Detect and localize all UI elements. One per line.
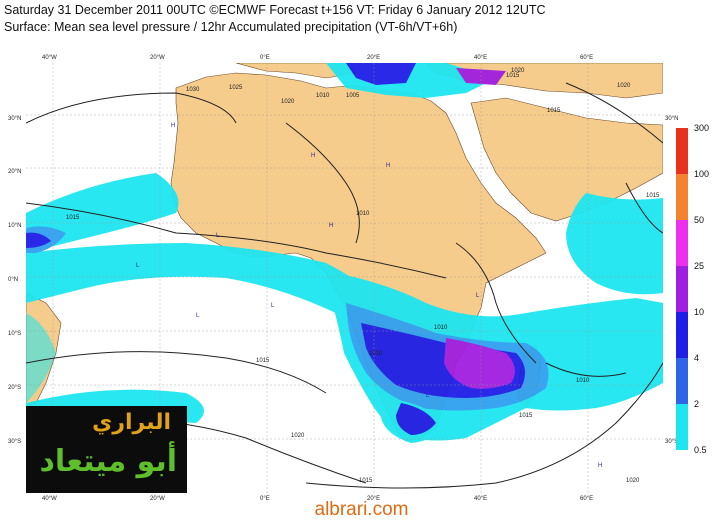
legend-swatch bbox=[676, 174, 688, 220]
isobar-label: 1010 bbox=[434, 325, 448, 331]
high-pressure-marker: H bbox=[598, 463, 603, 469]
low-pressure-marker: L bbox=[196, 313, 200, 319]
map-canvas bbox=[26, 63, 663, 493]
legend-label: 300 bbox=[694, 123, 710, 133]
high-pressure-marker: H bbox=[386, 163, 391, 169]
albrari-logo: البراري أبو ميتعاد bbox=[26, 406, 187, 493]
isobar-label: 1010 bbox=[316, 93, 330, 99]
high-pressure-marker: H bbox=[171, 123, 176, 129]
legend-label: 50 bbox=[694, 215, 705, 225]
isobar-label: 1030 bbox=[186, 87, 200, 93]
map-subtitle: Surface: Mean sea level pressure / 12hr … bbox=[4, 20, 458, 34]
lon-label: 60°E bbox=[580, 55, 594, 61]
low-pressure-marker: L bbox=[476, 293, 480, 299]
high-pressure-marker: H bbox=[311, 153, 316, 159]
lon-label: 20°W bbox=[150, 496, 165, 502]
isobar-label: 1015 bbox=[547, 108, 561, 114]
legend-swatch bbox=[676, 404, 688, 450]
lat-label: 30°S bbox=[665, 439, 679, 445]
legend-swatch bbox=[676, 266, 688, 312]
legend-label: 100 bbox=[694, 169, 710, 179]
precip-bands bbox=[26, 63, 663, 443]
isobar-label: 1020 bbox=[291, 433, 305, 439]
isobar-label: 1005 bbox=[346, 93, 360, 99]
isobar-label: 1015 bbox=[256, 358, 270, 364]
isobar-label: 1015 bbox=[506, 73, 520, 79]
isobar-label: 1010 bbox=[356, 211, 370, 217]
legend-swatch bbox=[676, 312, 688, 358]
isobar-label: 1015 bbox=[519, 413, 533, 419]
lat-label: 20°N bbox=[8, 169, 22, 175]
lat-label: 30°N bbox=[8, 116, 22, 122]
legend-label: 2 bbox=[694, 399, 700, 409]
isobar-label: 1020 bbox=[281, 99, 295, 105]
europe-land bbox=[235, 63, 357, 79]
lon-label: 20°E bbox=[367, 55, 381, 61]
high-pressure-marker: H bbox=[329, 223, 334, 229]
weather-map: 1030 1025 1020 1015 1010 1010 1015 1020 … bbox=[26, 63, 663, 493]
legend-label: 0.5 bbox=[694, 445, 707, 455]
lat-label: 10°S bbox=[8, 331, 22, 337]
isobar-label: 1020 bbox=[626, 478, 640, 484]
lat-label: 10°N bbox=[8, 223, 22, 229]
low-pressure-marker: L bbox=[426, 393, 430, 399]
logo-text-line1: البراري bbox=[92, 410, 171, 435]
lon-label: 40°W bbox=[42, 496, 57, 502]
isobar-label: 1015 bbox=[646, 193, 660, 199]
lon-label: 20°E bbox=[367, 496, 381, 502]
legend-label: 25 bbox=[694, 261, 705, 271]
low-pressure-marker: L bbox=[136, 263, 140, 269]
lon-label: 60°E bbox=[580, 496, 594, 502]
lon-label: 40°E bbox=[474, 55, 488, 61]
legend-swatch bbox=[676, 220, 688, 266]
lat-label: 0°N bbox=[8, 277, 19, 283]
map-title: Saturday 31 December 2011 00UTC ©ECMWF F… bbox=[4, 3, 546, 17]
isobar-label: 1015 bbox=[66, 215, 80, 221]
lat-label: 30°N bbox=[665, 116, 679, 122]
isobar-label: 1025 bbox=[229, 85, 243, 91]
low-pressure-marker: L bbox=[216, 233, 220, 239]
legend-swatch bbox=[676, 358, 688, 404]
lon-label: 40°E bbox=[474, 496, 488, 502]
isobar-label: 1010 bbox=[576, 378, 590, 384]
isobar-label: 1010 bbox=[369, 351, 383, 357]
logo-text-line2: أبو ميتعاد bbox=[39, 444, 177, 479]
site-url: albrari.com bbox=[314, 499, 409, 520]
legend-label: 4 bbox=[694, 353, 700, 363]
legend-label: 10 bbox=[694, 307, 705, 317]
lat-label: 30°S bbox=[8, 439, 22, 445]
arabia-land bbox=[470, 97, 663, 222]
lon-label: 0°E bbox=[260, 496, 270, 502]
lat-label: 20°S bbox=[8, 385, 22, 391]
isobar-label: 1020 bbox=[617, 83, 631, 89]
isobars bbox=[26, 82, 663, 489]
lon-label: 0°E bbox=[260, 55, 270, 61]
low-pressure-marker: L bbox=[271, 303, 275, 309]
lon-label: 20°W bbox=[150, 55, 165, 61]
legend-swatch bbox=[676, 128, 688, 174]
lon-label: 40°W bbox=[42, 55, 57, 61]
isobar-label: 1015 bbox=[359, 478, 373, 484]
isobar-label: 1020 bbox=[511, 68, 525, 74]
